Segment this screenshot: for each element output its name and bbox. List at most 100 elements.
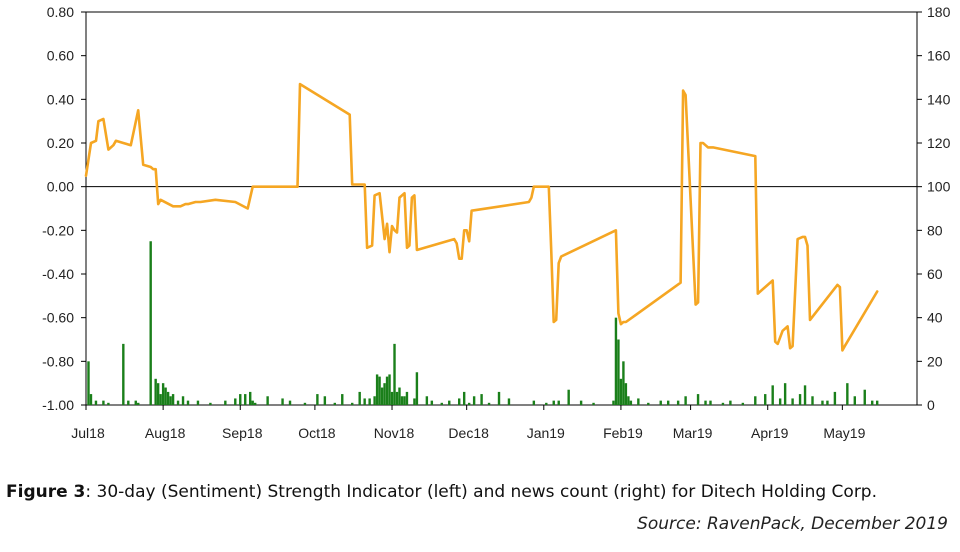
- news-count-bar: [863, 389, 866, 405]
- news-count-bar: [754, 396, 757, 405]
- news-count-bar: [614, 317, 618, 405]
- news-count-bar: [253, 402, 257, 405]
- news-count-bar: [209, 402, 212, 405]
- news-count-bar: [363, 398, 366, 405]
- news-count-bar: [627, 396, 630, 405]
- news-count-bar: [87, 361, 90, 405]
- news-count-bar: [244, 394, 247, 405]
- news-count-bar: [440, 402, 443, 405]
- news-count-bar: [415, 372, 419, 405]
- sentiment-line: [84, 82, 879, 352]
- right-axis-tick-label: 80: [927, 222, 943, 238]
- chart-svg: 0.80 0.60 0.40 0.20 0.00 -0.20 -0.40 -0.60 -0.80…: [42, 4, 951, 441]
- news-count-bar: [791, 398, 794, 405]
- x-axis-tick-label: Dec18: [448, 425, 489, 441]
- left-axis-tick-label: -0.40: [42, 266, 74, 282]
- news-count-bar: [102, 400, 105, 405]
- left-axis-tick-label: -1.00: [42, 397, 74, 413]
- news-count-bar: [875, 400, 879, 405]
- news-count-bar: [149, 241, 152, 405]
- right-axis-tick-label: 100: [927, 179, 951, 195]
- news-count-bar: [741, 402, 745, 405]
- news-count-bar: [134, 400, 137, 405]
- news-count-bar: [169, 396, 172, 405]
- news-count-bar: [266, 396, 269, 405]
- source-note: Source: RavenPack, December 2019: [637, 514, 948, 534]
- news-count-bar: [666, 400, 670, 405]
- news-count-bar: [234, 398, 237, 405]
- news-count-bar: [764, 394, 767, 405]
- news-count-bar: [196, 400, 200, 405]
- x-axis-tick-label: Mar19: [673, 425, 713, 441]
- news-count-bar: [579, 400, 583, 405]
- news-count-bar: [567, 389, 570, 405]
- x-axis-tick-label: Nov18: [374, 425, 415, 441]
- news-count-bar: [629, 400, 633, 405]
- news-count-bar: [871, 400, 874, 405]
- news-count-bar: [378, 376, 381, 405]
- news-count-bar: [430, 400, 434, 405]
- news-count-bar: [303, 402, 307, 405]
- news-count-bar: [403, 396, 406, 405]
- news-count-bar: [358, 391, 361, 405]
- news-count-bar: [398, 387, 401, 405]
- news-count-bar: [368, 398, 371, 405]
- left-axis-tick-label: 0.80: [47, 4, 74, 20]
- news-count-bar: [480, 394, 483, 405]
- news-count-bar: [425, 396, 429, 405]
- news-count-bar: [826, 400, 829, 405]
- chart-container: 0.80 0.60 0.40 0.20 0.00 -0.20 -0.40 -0.60 -0.80…: [42, 4, 951, 441]
- news-count-bar: [783, 383, 787, 405]
- figure-caption-text: : 30-day (Sentiment) Strength Indicator …: [85, 482, 878, 502]
- news-count-bar: [659, 400, 662, 405]
- news-count-bar: [729, 400, 732, 405]
- news-count-bar: [159, 394, 162, 405]
- left-axis-tick-label: 0.40: [47, 91, 74, 107]
- right-axis-tick-label: 140: [927, 91, 951, 107]
- news-count-bar: [721, 402, 725, 405]
- news-count-bar: [171, 394, 175, 405]
- news-count-bar: [833, 391, 837, 405]
- right-axis-tick-label: 180: [927, 4, 951, 20]
- news-count-bar: [94, 400, 98, 405]
- right-axis-tick-label: 160: [927, 48, 951, 64]
- news-count-bar: [552, 400, 555, 405]
- news-count-bar: [288, 400, 292, 405]
- left-axis-tick-label: 0.20: [47, 135, 74, 151]
- news-count-bar: [323, 396, 327, 405]
- news-count-bar: [497, 391, 501, 405]
- left-axis-tick-label: -0.20: [42, 222, 74, 238]
- news-count-bar: [462, 391, 466, 405]
- news-count-bar: [507, 398, 511, 405]
- news-count-bar: [251, 400, 254, 405]
- news-count-bar: [281, 398, 284, 405]
- news-count-bar: [472, 396, 476, 405]
- news-count-bar: [592, 402, 595, 405]
- x-axis-tick-label: Jul18: [71, 425, 105, 441]
- news-count-bar: [532, 400, 536, 405]
- news-count-bar: [89, 394, 93, 405]
- news-count-bar: [846, 383, 849, 405]
- news-count-bar: [383, 383, 386, 405]
- x-axis-tick-label: Apr19: [751, 425, 789, 441]
- right-axis-tick-label: 0: [927, 397, 935, 413]
- news-count-bar: [127, 400, 130, 405]
- news-count-bar: [487, 402, 491, 405]
- news-count-bar: [395, 391, 399, 405]
- news-count-bar: [380, 387, 384, 405]
- right-axis-tick-label: 60: [927, 266, 943, 282]
- news-count-bar: [400, 396, 404, 405]
- left-axis-tick-label: 0.60: [47, 48, 74, 64]
- news-count-bar: [390, 391, 394, 405]
- x-axis-tick-label: Sep18: [222, 425, 263, 441]
- figure-label: Figure 3: [6, 482, 86, 502]
- news-count-bar: [373, 396, 376, 405]
- news-count-bar: [709, 400, 712, 405]
- news-count-bar: [393, 343, 396, 405]
- news-count-bar: [351, 402, 354, 405]
- news-count-bar: [154, 378, 157, 405]
- news-count-bar: [637, 398, 640, 405]
- news-count-bar: [107, 402, 110, 405]
- news-count-bar: [557, 400, 560, 405]
- news-count-bar: [164, 387, 167, 405]
